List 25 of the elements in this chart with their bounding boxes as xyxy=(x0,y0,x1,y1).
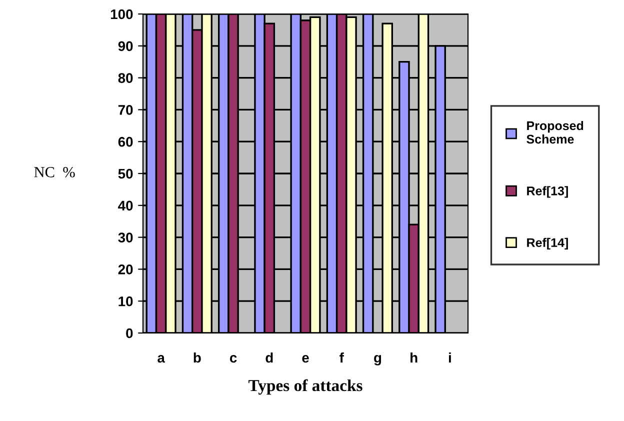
y-tick-label: 10 xyxy=(118,296,133,306)
y-tick-label: 60 xyxy=(118,136,133,147)
y-tick-label: 40 xyxy=(118,200,133,211)
y-tick-label: 30 xyxy=(118,232,133,242)
y-axis-title: NC % xyxy=(34,167,75,178)
x-axis-title: Types of attacks xyxy=(248,379,362,395)
x-tick-label: b xyxy=(194,352,201,363)
y-tick-label: 0 xyxy=(126,328,133,338)
y-tick-label: 70 xyxy=(118,105,133,115)
x-tick-label: f xyxy=(340,352,344,363)
y-tick-label: 100 xyxy=(110,9,133,20)
y-tick-label: 80 xyxy=(118,73,133,83)
legend-label: Ref[14] xyxy=(527,238,568,250)
x-tick-label: h xyxy=(410,352,418,363)
legend-label: Proposed Scheme xyxy=(526,120,584,144)
y-tick-label: 50 xyxy=(118,168,133,179)
x-tick-label: i xyxy=(448,352,451,363)
x-tick-label: g xyxy=(374,354,382,366)
x-tick-label: e xyxy=(302,355,309,363)
y-tick-label: 20 xyxy=(118,264,133,274)
x-tick-label: d xyxy=(266,352,273,363)
x-tick-label: a xyxy=(158,355,166,363)
x-tick-label: c xyxy=(230,355,237,363)
y-tick-label: 90 xyxy=(118,41,133,52)
legend-label: Ref[13] xyxy=(527,186,568,198)
